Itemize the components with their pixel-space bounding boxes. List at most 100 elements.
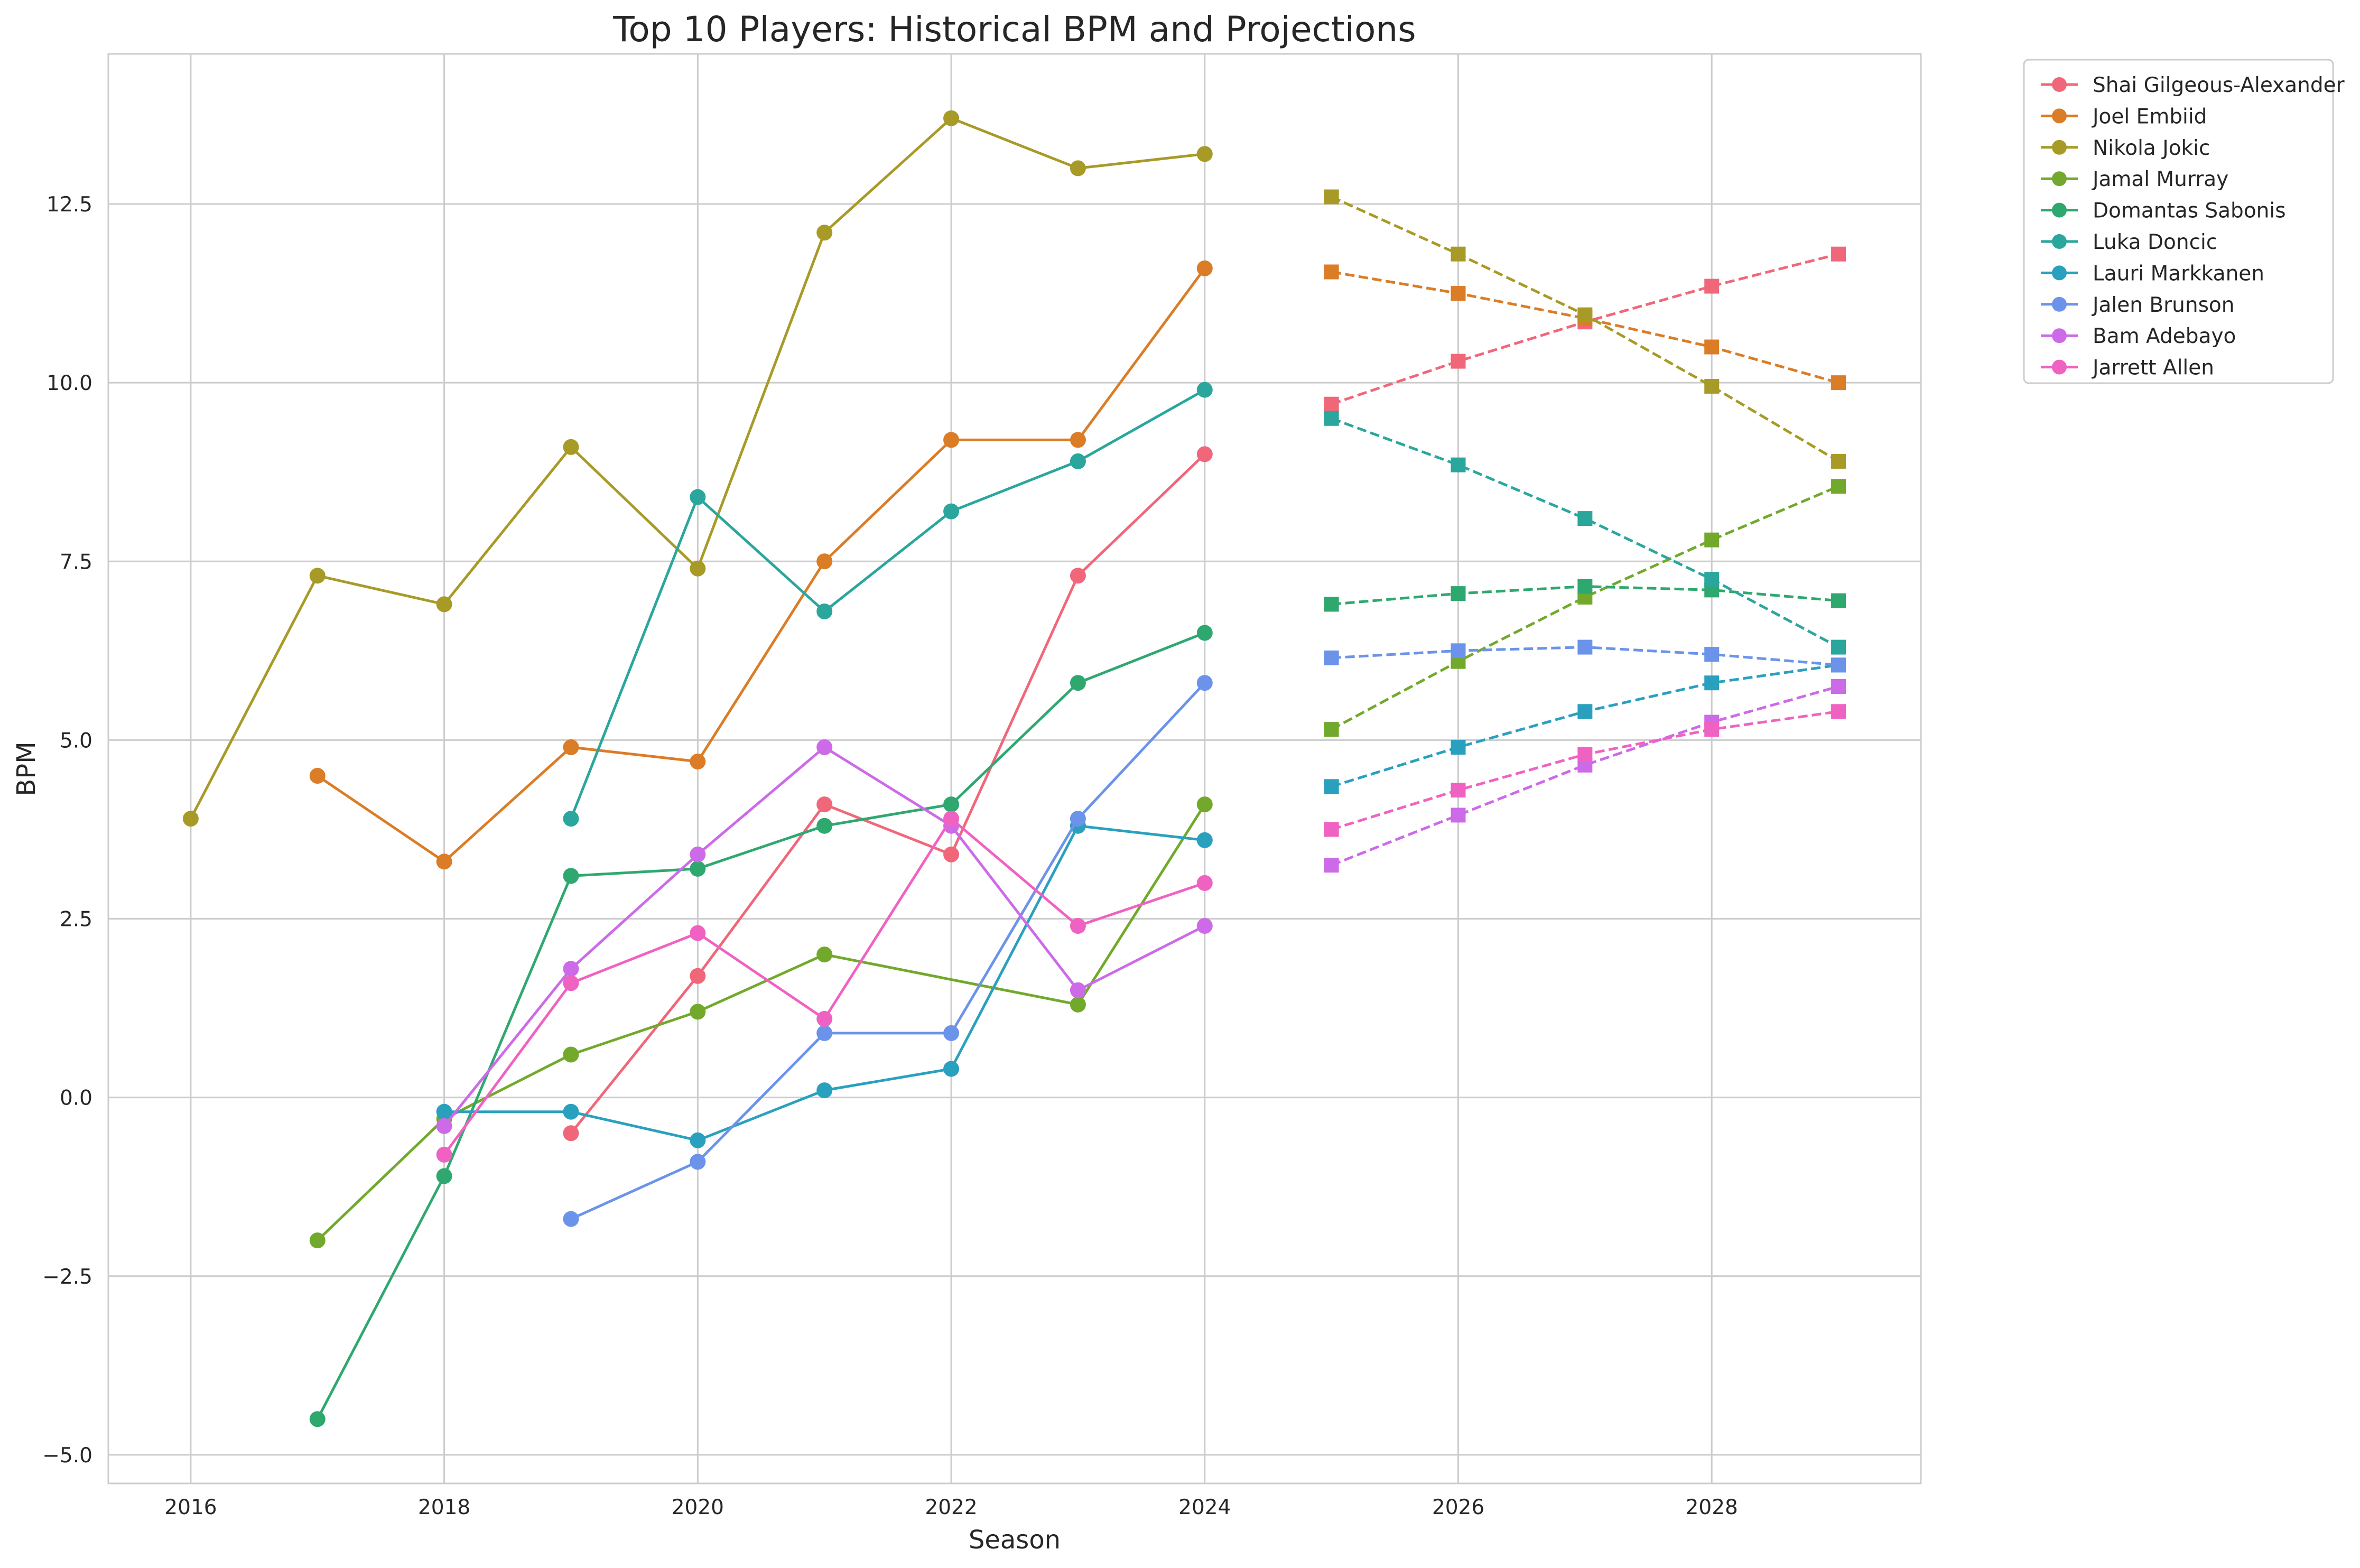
projection-point [1324,779,1339,794]
legend-label: Joel Embiid [2091,105,2207,128]
legend-marker [2052,108,2067,124]
series-2 [182,110,1846,827]
historical-point [1070,568,1086,584]
legend-label: Luka Doncic [2093,230,2217,254]
x-tick-label: 2018 [418,1496,470,1519]
projection-point [1451,739,1466,755]
projection-point [1451,286,1466,301]
historical-point [1070,675,1086,691]
historical-point [1196,832,1213,848]
projection-point [1704,532,1720,548]
historical-point [563,1211,579,1227]
legend-frame [2023,59,2334,384]
projection-point [1324,822,1339,837]
projection-point [1831,453,1846,469]
projection-point [1324,597,1339,612]
historical-point [943,1061,960,1077]
projection-point [1451,783,1466,798]
legend-label: Nikola Jokic [2093,136,2210,160]
legend-label: Jalen Brunson [2091,293,2234,317]
historical-line [570,682,1206,1220]
historical-point [309,1232,326,1249]
series-group [182,110,1846,1427]
historical-point [1196,918,1213,934]
historical-point [943,503,960,519]
historical-point [436,853,452,870]
y-axis-label: BPM [12,741,41,796]
projection-point [1704,722,1720,737]
projection-point [1704,279,1720,294]
historical-point [1196,875,1213,891]
projection-point [1451,586,1466,601]
projection-point [1704,647,1720,662]
projection-point [1451,808,1466,823]
historical-point [1196,675,1213,691]
historical-point [943,110,960,126]
projection-point [1324,858,1339,873]
historical-point [690,968,706,984]
historical-point [816,1025,833,1041]
historical-point [563,1125,579,1142]
legend-item: Nikola Jokic [2041,136,2210,160]
historical-point [309,768,326,784]
x-tick-label: 2028 [1686,1496,1738,1519]
legend-marker [2052,296,2067,312]
x-tick-label: 2016 [164,1496,217,1519]
historical-point [563,739,579,755]
projection-point [1451,354,1466,369]
projection-point [1451,246,1466,262]
legend-item: Jamal Murray [2041,168,2228,191]
projection-line [1331,271,1839,384]
x-axis-label: Season [969,1525,1061,1555]
historical-point [816,796,833,813]
historical-point [563,961,579,977]
x-tick-label: 2026 [1432,1496,1484,1519]
historical-point [690,489,706,505]
tick-labels: 2016 2018 2020 2022 2024 2026 2028 −5.0 −2.5 0.0 2… [42,193,1738,1519]
legend-marker [2052,202,2067,218]
legend-label: Jarrett Allen [2091,356,2214,380]
historical-point [943,846,960,862]
historical-point [1070,160,1086,177]
projection-point [1831,657,1846,673]
series-9 [436,704,1846,1163]
historical-point [690,560,706,577]
historical-point [563,811,579,827]
legend-label: Shai Gilgeous-Alexander [2093,73,2345,97]
projection-point [1704,378,1720,394]
historical-point [563,975,579,991]
projection-point [1577,307,1593,322]
historical-line [570,453,1206,1134]
legend-marker [2052,171,2067,187]
historical-point [816,818,833,834]
x-tick-label: 2024 [1178,1496,1231,1519]
y-tick-label: 0.0 [60,1087,92,1110]
projection-point [1451,643,1466,658]
projection-point [1831,246,1846,262]
historical-point [1196,260,1213,276]
projection-point [1831,704,1846,719]
historical-point [1070,811,1086,827]
historical-point [690,860,706,877]
historical-point [943,811,960,827]
historical-point [690,1004,706,1020]
legend-label: Lauri Markkanen [2093,262,2264,285]
historical-point [436,1103,452,1120]
historical-point [943,1025,960,1041]
projection-point [1577,747,1593,762]
legend-item: Jalen Brunson [2041,293,2234,317]
legend-label: Domantas Sabonis [2093,199,2286,223]
y-tick-label: 12.5 [47,193,92,217]
series-1 [309,260,1846,870]
legend-item: Joel Embiid [2041,105,2207,128]
projection-point [1831,639,1846,655]
legend-label: Bam Adebayo [2093,324,2236,348]
legend-marker [2052,359,2067,375]
projection-point [1577,704,1593,719]
historical-point [943,432,960,448]
historical-point [816,947,833,963]
historical-line [317,267,1206,863]
historical-point [309,568,326,584]
projection-point [1704,339,1720,355]
legend-marker [2052,265,2067,281]
